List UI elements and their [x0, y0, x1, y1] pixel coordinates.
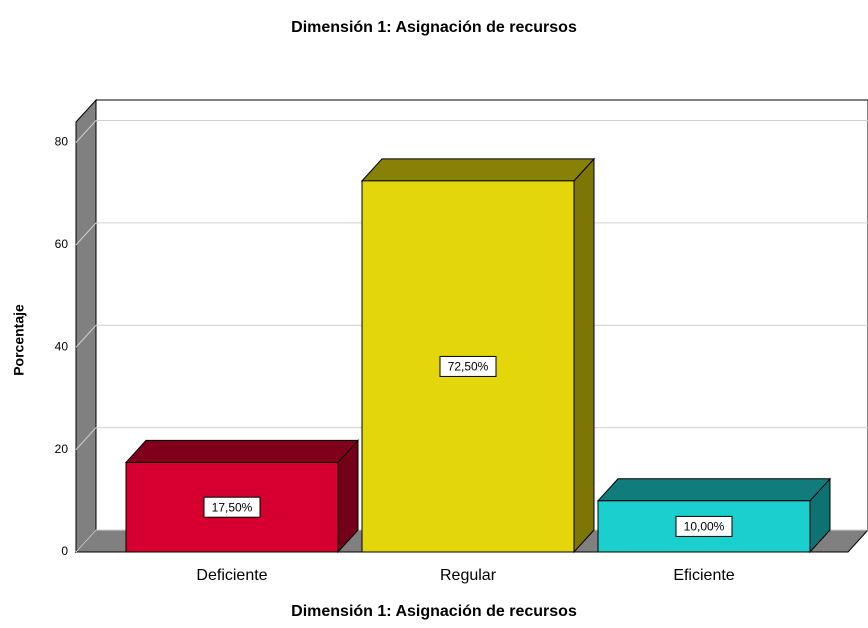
- grid-line: [75, 529, 97, 553]
- x-tick-label: Deficiente: [196, 567, 267, 584]
- chart-title: Dimensión 1: Asignación de recursos: [291, 19, 577, 36]
- bar-top: [124, 439, 360, 463]
- grid-line: [75, 427, 97, 450]
- x-axis-label: Dimensión 1: Asignación de recursos: [291, 603, 577, 620]
- bar-top: [596, 478, 832, 502]
- value-label-box: [203, 496, 261, 518]
- y-tick-label: 20: [55, 442, 69, 456]
- bar-side: [573, 157, 595, 554]
- value-label: 72,50%: [448, 360, 489, 374]
- bar-top: [360, 158, 596, 182]
- x-tick-label: Regular: [440, 567, 497, 584]
- grid-line: [75, 324, 97, 348]
- x-tick-label: Eficiente: [673, 567, 734, 584]
- grid-line: [75, 120, 97, 143]
- y-tick-label: 60: [55, 237, 69, 251]
- y-axis-label: Porcentaje: [11, 304, 27, 376]
- value-label: 10,00%: [684, 520, 725, 534]
- value-label-box: [439, 355, 497, 377]
- y-tick-label: 80: [55, 135, 69, 149]
- value-label-box: [675, 515, 733, 537]
- grid-line: [75, 222, 97, 246]
- y-tick-label: 0: [61, 544, 68, 558]
- left-wall: [75, 98, 97, 554]
- y-tick-label: 40: [55, 339, 69, 353]
- value-label: 17,50%: [212, 500, 253, 514]
